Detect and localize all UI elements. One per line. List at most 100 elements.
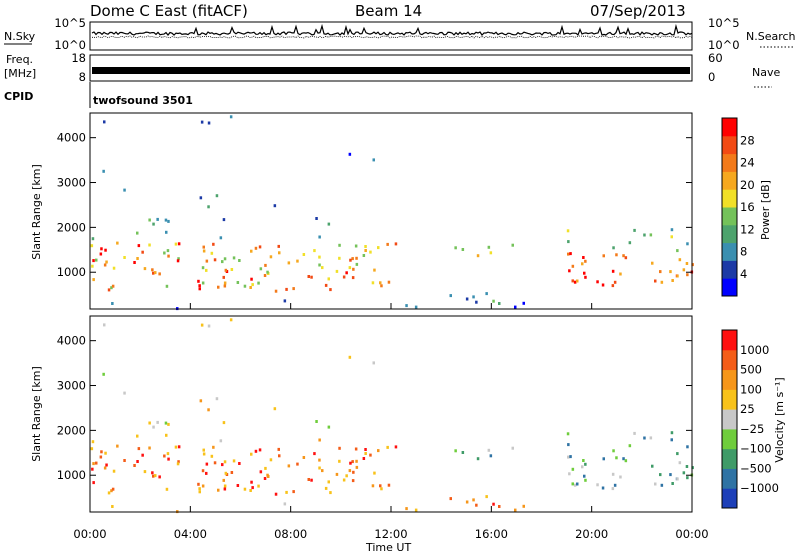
power-cell bbox=[321, 266, 324, 270]
velocity-cell bbox=[222, 478, 225, 482]
velocity-cell bbox=[568, 472, 571, 476]
velocity-cell bbox=[230, 471, 234, 474]
power-cell bbox=[669, 270, 672, 274]
velocity-cell bbox=[364, 452, 367, 455]
power-cell bbox=[111, 302, 114, 305]
power-cell bbox=[449, 294, 452, 298]
velocity-cell bbox=[613, 483, 617, 487]
velocity-cell bbox=[176, 462, 180, 466]
cpid-panel: CPID twofsound 3501 bbox=[4, 82, 193, 108]
power-cell bbox=[476, 254, 480, 258]
power-cell bbox=[581, 262, 584, 266]
velocity-xtick-label: 20:00 bbox=[575, 527, 608, 541]
power-cell bbox=[197, 279, 200, 283]
velocity-cell bbox=[207, 324, 211, 328]
noise-right-label: N.Search bbox=[746, 30, 796, 43]
power-cell bbox=[99, 252, 103, 256]
power-cell bbox=[582, 256, 585, 259]
velocity-colorbar-segment bbox=[722, 428, 737, 450]
velocity-cell bbox=[371, 484, 375, 488]
power-cell bbox=[489, 251, 493, 255]
velocity-ytick-label: 4000 bbox=[57, 334, 86, 348]
power-cell bbox=[318, 263, 321, 267]
power-cell bbox=[611, 284, 615, 288]
velocity-cell bbox=[136, 434, 139, 438]
power-cell bbox=[566, 229, 570, 233]
power-cell bbox=[165, 284, 169, 288]
velocity-colorbar-tick: −25 bbox=[740, 422, 764, 436]
power-cell bbox=[202, 245, 205, 249]
power-colorbar-segment bbox=[722, 118, 737, 137]
velocity-colorbar-tick: 1000 bbox=[740, 343, 769, 357]
power-cell bbox=[158, 272, 161, 276]
power-cell bbox=[569, 252, 572, 256]
velocity-colorbar-segment bbox=[722, 488, 737, 509]
power-ytick-label: 1000 bbox=[57, 265, 86, 279]
velocity-cell bbox=[223, 484, 227, 488]
velocity-xtick-label: 04:00 bbox=[174, 527, 207, 541]
velocity-cell bbox=[318, 458, 321, 462]
velocity-cell bbox=[686, 476, 689, 480]
power-cell bbox=[250, 277, 253, 281]
velocity-cell bbox=[511, 446, 514, 450]
velocity-cell bbox=[475, 503, 478, 507]
power-colorbar-tick: 4 bbox=[740, 267, 747, 281]
velocity-cell bbox=[373, 471, 376, 475]
power-cell bbox=[91, 237, 95, 241]
power-cell bbox=[223, 257, 227, 261]
power-cell bbox=[624, 256, 628, 260]
velocity-ytick-label: 2000 bbox=[57, 423, 86, 437]
velocity-cell bbox=[273, 407, 277, 411]
velocity-cell bbox=[318, 466, 321, 470]
power-cell bbox=[257, 281, 260, 285]
velocity-cell bbox=[310, 478, 313, 482]
velocity-cell bbox=[152, 425, 155, 429]
velocity-cell bbox=[283, 502, 287, 506]
power-cell bbox=[221, 260, 224, 264]
power-colorbar-tick: 28 bbox=[740, 133, 755, 147]
velocity-colorbar-tick: 25 bbox=[740, 402, 755, 416]
power-cell bbox=[310, 275, 313, 279]
velocity-cell bbox=[355, 465, 359, 469]
power-colorbar-tick: 20 bbox=[740, 178, 755, 192]
velocity-cell bbox=[465, 500, 469, 504]
velocity-cell bbox=[454, 449, 457, 453]
velocity-cell bbox=[236, 484, 240, 487]
power-xtick-marks bbox=[89, 303, 693, 309]
power-cell bbox=[302, 253, 306, 256]
power-cell bbox=[92, 259, 95, 263]
velocity-cell bbox=[238, 462, 241, 465]
velocity-cell bbox=[615, 456, 618, 460]
velocity-colorbar-segment bbox=[722, 448, 737, 469]
power-cell bbox=[287, 261, 291, 265]
velocity-cell bbox=[487, 448, 491, 452]
power-cell bbox=[174, 242, 178, 246]
power-colorbar-frame bbox=[721, 117, 738, 297]
velocity-cell bbox=[351, 479, 355, 483]
power-cell bbox=[583, 271, 586, 275]
power-cell bbox=[682, 268, 686, 272]
velocity-cell bbox=[269, 458, 273, 462]
power-cell bbox=[643, 233, 646, 237]
velocity-cell bbox=[338, 459, 341, 463]
power-cell bbox=[651, 261, 654, 265]
power-cell bbox=[611, 269, 615, 273]
cpid-value: twofsound 3501 bbox=[93, 94, 193, 107]
velocity-cell bbox=[584, 478, 587, 482]
velocity-cell bbox=[601, 486, 605, 490]
velocity-cell bbox=[177, 460, 180, 464]
velocity-cell bbox=[274, 492, 278, 496]
velocity-cell bbox=[277, 447, 280, 451]
power-cell bbox=[338, 243, 341, 247]
velocity-cell bbox=[250, 452, 253, 456]
power-colorbar-segment bbox=[722, 189, 737, 208]
velocity-cell bbox=[103, 323, 106, 327]
velocity-cell bbox=[123, 391, 126, 395]
velocity-cell bbox=[95, 461, 98, 465]
power-cell bbox=[133, 261, 136, 264]
velocity-cell bbox=[207, 408, 210, 412]
power-cell bbox=[676, 274, 679, 278]
velocity-cell bbox=[198, 490, 201, 494]
power-cell bbox=[318, 255, 321, 259]
velocity-cell bbox=[628, 444, 632, 448]
